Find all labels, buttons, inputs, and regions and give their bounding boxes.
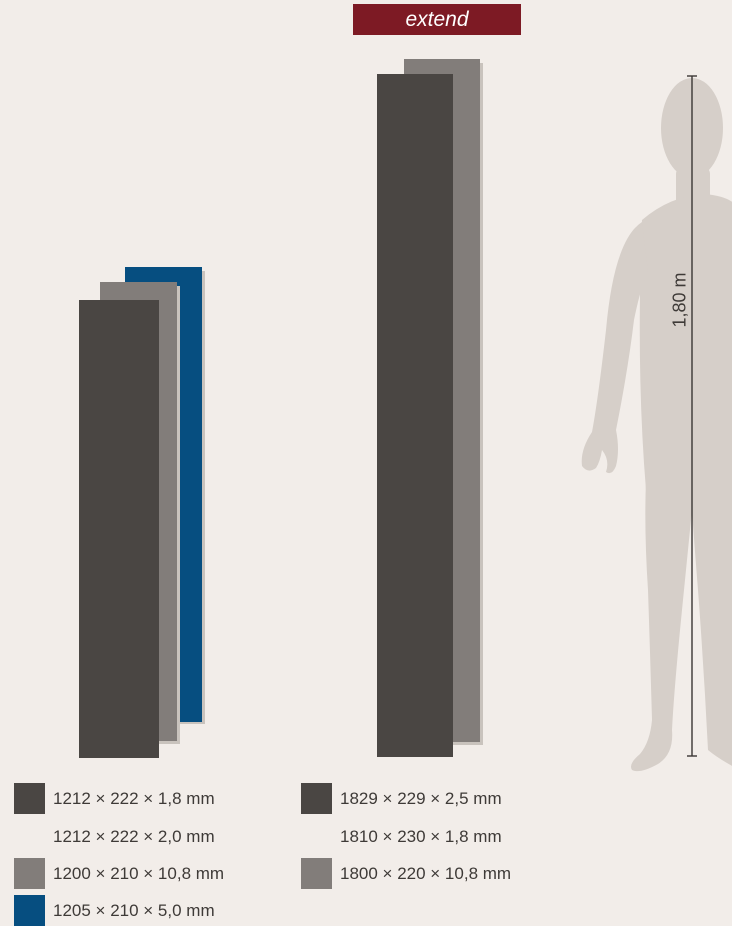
height-label: 1,80 m — [669, 272, 690, 328]
legend-label: 1810 × 230 × 1,8 mm — [340, 827, 502, 846]
product-badge: extend — [353, 4, 521, 35]
legend-label: 1205 × 210 × 5,0 mm — [53, 901, 215, 920]
legend-label: 1200 × 210 × 10,8 mm — [53, 864, 225, 883]
plank-dark — [79, 300, 159, 758]
legend-swatch-gray — [301, 858, 332, 889]
legend-label: 1212 × 222 × 1,8 mm — [53, 789, 215, 808]
legend-label: 1212 × 222 × 2,0 mm — [53, 827, 215, 846]
legend-label: 1800 × 220 × 10,8 mm — [340, 864, 512, 883]
legend-swatch-dark — [301, 783, 332, 814]
plank-dark — [377, 74, 453, 757]
legend-label: 1829 × 229 × 2,5 mm — [340, 789, 502, 808]
legend-swatch-blue — [14, 895, 45, 926]
human-silhouette — [581, 75, 732, 772]
legend-swatch-dark — [14, 783, 45, 814]
legend-swatch-gray — [14, 858, 45, 889]
